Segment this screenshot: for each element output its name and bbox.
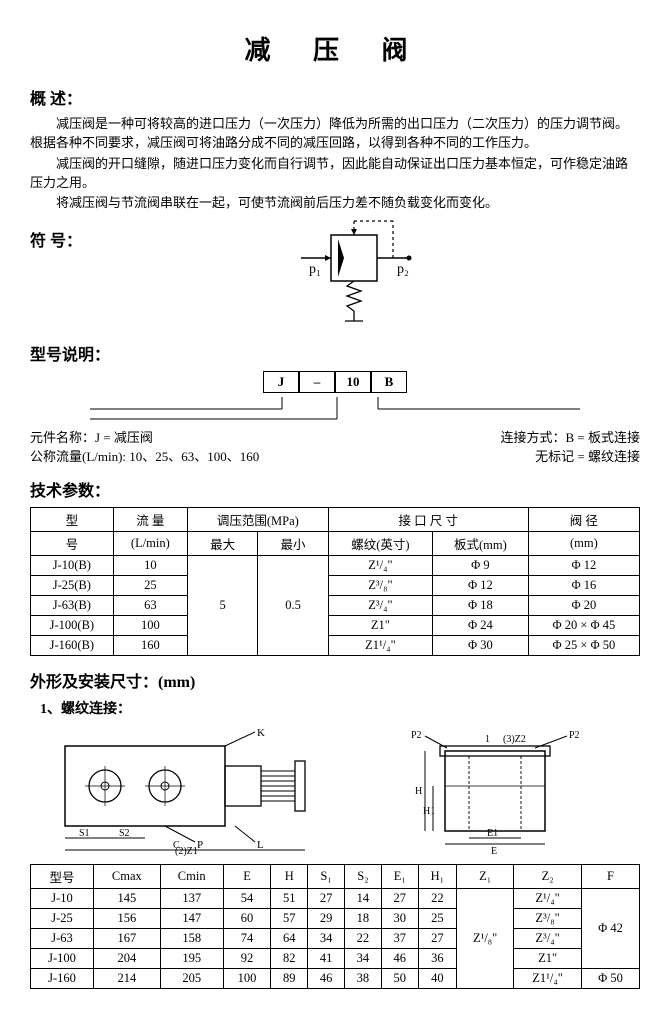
- svg-text:P: P: [197, 839, 203, 851]
- svg-text:E1: E1: [487, 828, 498, 839]
- th-plate: 板式(mm): [433, 532, 529, 556]
- symbol-diagram: p₁ p₂: [281, 215, 441, 329]
- paragraph-3: 将减压阀与节流阀串联在一起，可使节流阀前后压力差不随负载变化而变化。: [30, 194, 640, 213]
- th-min: 最小: [258, 532, 328, 556]
- th-dia: 阀 径: [528, 508, 639, 532]
- th-press: 调压范围(MPa): [187, 508, 328, 532]
- table-row: J-25156147605729183025 Z³/₈": [31, 909, 640, 929]
- section-model: 型号说明：: [30, 341, 640, 365]
- th-flow: 流 量: [113, 508, 187, 532]
- symbol-p1: p₁: [309, 262, 321, 277]
- model-right-2: 无标记 = 螺纹连接: [347, 446, 640, 465]
- sub-thread: 1、螺纹连接：: [40, 698, 640, 718]
- svg-text:1: 1: [485, 734, 490, 745]
- table-row: J-100(B)100 Z1"Φ 24Φ 20 × Φ 45: [31, 616, 640, 636]
- th-thread: 螺纹(英寸): [328, 532, 432, 556]
- model-box-dash: –: [299, 371, 335, 393]
- svg-text:S1: S1: [79, 828, 90, 839]
- model-box-10: 10: [335, 371, 371, 393]
- diagram-right: P2 P2 1 (3)Z2 H H1 E E1: [385, 726, 625, 856]
- svg-text:(3)Z2: (3)Z2: [503, 734, 526, 745]
- table-row: J-100204195928241344636 Z1": [31, 949, 640, 969]
- table-row: J-10(B) 10 5 0.5 Z¹/₄" Φ 9 Φ 12: [31, 556, 640, 576]
- model-left-2: 公称流量(L/min): 10、25、63、100、160: [30, 446, 323, 465]
- model-code-boxes: J – 10 B: [30, 371, 640, 393]
- th-flow-unit: (L/min): [113, 532, 187, 556]
- svg-text:H: H: [415, 786, 422, 797]
- section-tech: 技术参数：: [30, 477, 640, 501]
- table-row: J-1602142051008946385040 Z1¹/₄" Φ 50: [31, 969, 640, 989]
- th-dia-unit: (mm): [528, 532, 639, 556]
- th-port: 接 口 尺 寸: [328, 508, 528, 532]
- svg-text:L: L: [257, 839, 264, 851]
- svg-text:E: E: [491, 846, 497, 856]
- table-row: J-63167158746434223727 Z³/₄": [31, 929, 640, 949]
- paragraph-1: 减压阀是一种可将较高的进口压力（一次压力）降低为所需的出口压力（二次压力）的压力…: [30, 115, 640, 153]
- svg-text:P2: P2: [411, 730, 422, 741]
- dim-table: 型号 Cmax Cmin E H S₁ S₂ E₁ H₁ Z₁ Z₂ F J-1…: [30, 864, 640, 989]
- th-max: 最大: [187, 532, 257, 556]
- tech-table: 型 流 量 调压范围(MPa) 接 口 尺 寸 阀 径 号 (L/min) 最大…: [30, 507, 640, 656]
- symbol-p2: p₂: [397, 262, 409, 277]
- svg-text:K: K: [257, 727, 265, 739]
- svg-text:S2: S2: [119, 828, 130, 839]
- model-right-1: 连接方式：B = 板式连接: [347, 427, 640, 446]
- model-box-j: J: [263, 371, 299, 393]
- th-model2: 号: [31, 532, 114, 556]
- section-overview: 概 述：: [30, 85, 640, 109]
- dimension-diagrams: K L P (2)Z1 S1 S2 C P2 P2 1 (3)Z2 H H1 E…: [30, 726, 640, 856]
- model-box-b: B: [371, 371, 407, 393]
- svg-text:H1: H1: [423, 806, 435, 817]
- table-row: J-10145137545127142722 Z¹/₈" Z¹/₄" Φ 42: [31, 889, 640, 909]
- table-row: J-25(B)25 Z³/₈"Φ 12Φ 16: [31, 576, 640, 596]
- page-title: 减 压 阀: [30, 30, 640, 67]
- table-row: J-63(B)63 Z³/₄"Φ 18Φ 20: [31, 596, 640, 616]
- section-dim: 外形及安装尺寸：(mm): [30, 668, 640, 692]
- svg-text:P2: P2: [569, 730, 580, 741]
- model-left-1: 元件名称：J = 减压阀: [30, 427, 323, 446]
- diagram-left: K L P (2)Z1 S1 S2 C: [45, 726, 355, 856]
- paragraph-2: 减压阀的开口缝隙，随进口压力变化而自行调节，因此能自动保证出口压力基本恒定，可作…: [30, 155, 640, 193]
- section-symbol: 符 号：: [30, 227, 82, 251]
- svg-text:C: C: [173, 840, 182, 851]
- table-row: J-160(B)160 Z1¹/₄"Φ 30Φ 25 × Φ 50: [31, 636, 640, 656]
- th-model: 型: [31, 508, 114, 532]
